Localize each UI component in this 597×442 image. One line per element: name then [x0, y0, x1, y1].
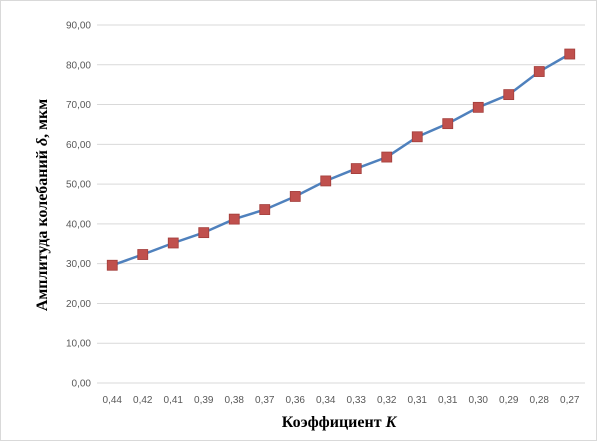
data-point-marker	[106, 259, 118, 271]
data-markers	[106, 48, 576, 271]
data-point-marker	[350, 163, 362, 174]
x-tick-label: 0,34	[316, 395, 336, 406]
x-tick-label: 0,30	[469, 395, 489, 406]
data-point-marker	[259, 204, 271, 215]
y-tick-label: 40,00	[66, 219, 91, 230]
y-tick-label: 0,00	[72, 379, 92, 390]
x-tick-label: 0,31	[408, 395, 428, 406]
y-tick-label: 90,00	[66, 21, 91, 32]
y-tick-label: 10,00	[66, 339, 91, 350]
x-tick-label: 0,44	[103, 395, 123, 406]
series-line	[111, 52, 571, 267]
data-point-marker	[442, 118, 454, 130]
data-point-marker	[381, 151, 393, 163]
data-point-marker	[411, 131, 423, 143]
x-tick-label: 0,39	[194, 395, 214, 406]
y-tick-label: 60,00	[66, 140, 91, 151]
x-tick-label: 0,29	[499, 395, 519, 406]
y-tick-label: 50,00	[66, 180, 91, 191]
x-tick-label: 0,27	[560, 395, 580, 406]
data-point-marker	[533, 66, 545, 77]
y-tick-label: 20,00	[66, 299, 91, 310]
x-tick-label: 0,36	[286, 395, 306, 406]
grid-lines	[97, 24, 585, 384]
x-tick-label: 0,42	[133, 395, 153, 406]
y-tick-label: 70,00	[66, 100, 91, 111]
data-point-marker	[320, 175, 332, 187]
data-point-marker	[198, 227, 210, 239]
data-point-marker	[228, 213, 240, 225]
data-point-marker	[137, 249, 149, 260]
x-tick-labels: 0,44 0,42 0,41 0,39 0,38 0,37 0,36 0,34 0,33 0,32…	[103, 395, 580, 406]
x-tick-label: 0,37	[255, 395, 275, 406]
x-axis-title: Коэффициент K	[282, 414, 398, 431]
data-point-marker	[289, 191, 301, 202]
x-tick-label: 0,31	[438, 395, 458, 406]
data-point-marker	[167, 237, 179, 249]
data-point-marker	[564, 48, 576, 60]
y-axis-title: Амплитуда колебаний δ, мкм	[34, 99, 51, 311]
y-tick-labels: 0,00 10,00 20,00 30,00 40,00 50,00 60,00 70,00 8…	[66, 21, 91, 390]
x-tick-label: 0,32	[377, 395, 397, 406]
y-tick-label: 30,00	[66, 259, 91, 270]
x-tick-label: 0,28	[530, 395, 550, 406]
data-point-marker	[472, 101, 484, 113]
x-tick-label: 0,33	[347, 395, 367, 406]
y-tick-label: 80,00	[66, 60, 91, 71]
x-tick-label: 0,41	[164, 395, 184, 406]
x-tick-label: 0,38	[225, 395, 245, 406]
data-point-marker	[503, 89, 515, 101]
